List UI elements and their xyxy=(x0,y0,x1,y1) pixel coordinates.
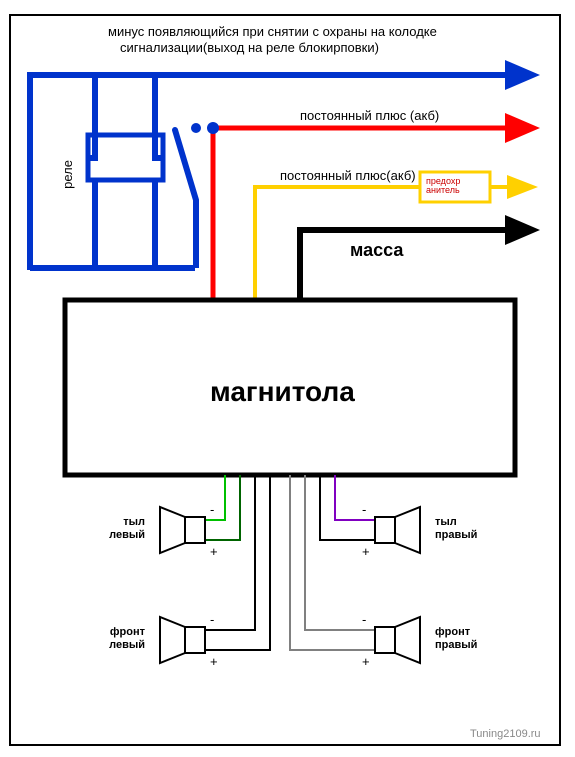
front-right-label: фронтправый xyxy=(435,626,495,652)
rr-minus: - xyxy=(362,502,366,518)
rear-right-label: тылправый xyxy=(435,516,495,542)
radio-label: магнитола xyxy=(210,375,355,409)
fl-minus: - xyxy=(210,612,214,628)
switch-contact xyxy=(191,123,201,133)
fuse-label: предохранитель xyxy=(426,177,486,195)
fl-plus: + xyxy=(210,654,218,670)
front-left-label: фронтлевый xyxy=(85,626,145,652)
red-label: постоянный плюс (акб) xyxy=(300,108,439,124)
watermark: Tuning2109.ru xyxy=(470,728,541,741)
red-blue-junction xyxy=(207,122,219,134)
rr-plus: + xyxy=(362,544,370,560)
fr-plus: + xyxy=(362,654,370,670)
fr-minus: - xyxy=(362,612,366,628)
top-text-line1: минус появляющийся при снятии с охраны н… xyxy=(108,24,528,40)
rl-minus: - xyxy=(210,502,214,518)
relay-label: реле xyxy=(60,160,76,189)
rl-plus: + xyxy=(210,544,218,560)
top-text-line2: сигнализации(выход на реле блокирповки) xyxy=(120,40,500,56)
yellow-label: постоянный плюс(акб) xyxy=(280,168,416,184)
rear-left-label: тыллевый xyxy=(90,516,145,542)
black-label: масса xyxy=(350,240,403,262)
